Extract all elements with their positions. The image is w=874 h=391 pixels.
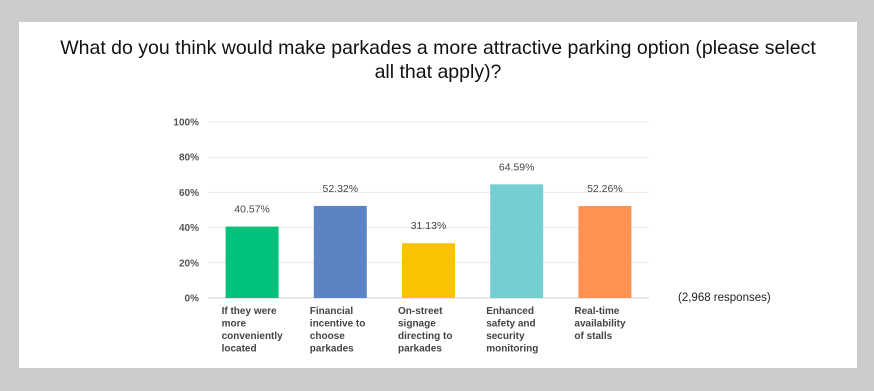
y-tick-label: 40% — [179, 223, 199, 234]
x-tick-label: incentive to — [310, 319, 366, 330]
data-label: 52.32% — [322, 183, 358, 195]
x-tick-label: Real-time — [574, 306, 619, 317]
x-tick-label: On-street — [398, 306, 443, 317]
x-tick-label: If they were — [222, 306, 277, 317]
chart-title: What do you think would make parkades a … — [19, 36, 857, 84]
bar-chart: 0% 20% 40% 60% 80% 100% 40.57% If they were more… — [173, 118, 649, 355]
y-tick-label: 80% — [179, 153, 199, 164]
x-tick-label: more — [222, 319, 247, 330]
x-tick-label: parkades — [310, 344, 354, 355]
bar — [490, 184, 544, 298]
x-tick-label: parkades — [398, 344, 442, 355]
chart-panel: What do you think would make parkades a … — [19, 22, 857, 368]
x-tick-label: of stalls — [574, 331, 612, 342]
y-tick-label: 100% — [173, 118, 199, 129]
y-tick-label: 0% — [185, 294, 200, 305]
x-tick-label: security — [486, 331, 525, 342]
x-tick-label: availability — [574, 319, 626, 330]
x-tick-label: Financial — [310, 306, 354, 317]
data-label: 31.13% — [411, 220, 447, 232]
chart-title-line-1: What do you think would make parkades a … — [60, 37, 816, 59]
x-tick-label: directing to — [398, 331, 452, 342]
data-label: 64.59% — [499, 161, 535, 173]
bar — [313, 205, 367, 298]
data-label: 52.26% — [587, 183, 623, 195]
bar — [225, 226, 279, 298]
x-tick-label: monitoring — [486, 344, 538, 355]
x-tick-label: safety and — [486, 319, 535, 330]
x-tick-label: conveniently — [222, 331, 284, 342]
responses-note: (2,968 responses) — [678, 292, 771, 304]
bar — [578, 206, 632, 298]
x-tick-label: located — [222, 344, 257, 355]
y-tick-label: 20% — [179, 258, 199, 269]
x-tick-label: choose — [310, 331, 345, 342]
y-tick-label: 60% — [179, 188, 199, 199]
x-tick-label: Enhanced — [486, 306, 534, 317]
bar — [402, 243, 455, 298]
chart-title-line-2: all that apply)? — [374, 61, 502, 83]
x-tick-label: signage — [398, 319, 436, 330]
data-label: 40.57% — [234, 204, 270, 216]
